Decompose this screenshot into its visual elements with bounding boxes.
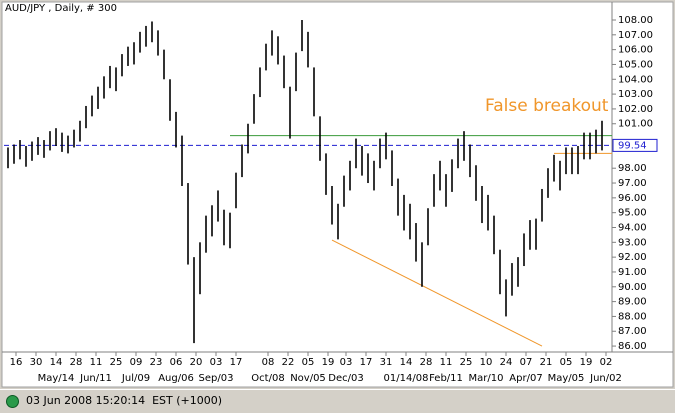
x-tick-label: 19 xyxy=(322,357,335,368)
x-tick-label: 09 xyxy=(130,357,143,368)
y-tick-label: 98.00 xyxy=(618,163,647,174)
y-tick-label: 107.00 xyxy=(618,30,653,41)
y-tick-label: 103.00 xyxy=(618,89,653,100)
x-tick-label: 05 xyxy=(560,357,573,368)
y-tick-label: 89.00 xyxy=(618,297,647,308)
month-label: May/05 xyxy=(548,373,585,384)
x-tick-label: 31 xyxy=(380,357,393,368)
x-tick-label: 03 xyxy=(340,357,353,368)
status-indicator xyxy=(6,395,19,408)
y-tick-label: 93.00 xyxy=(618,237,647,248)
x-tick-label: 03 xyxy=(210,357,223,368)
x-tick-label: 06 xyxy=(170,357,183,368)
y-tick-label: 96.00 xyxy=(618,193,647,204)
x-tick-label: 14 xyxy=(50,357,63,368)
chart: AUD/JPY , Daily, # 300 False breakout 86… xyxy=(1,1,674,388)
x-tick-label: 02 xyxy=(600,357,613,368)
y-tick-label: 92.00 xyxy=(618,252,647,263)
y-tick-label: 101.00 xyxy=(618,119,653,130)
y-tick-label: 97.00 xyxy=(618,178,647,189)
month-label: Aug/06 xyxy=(158,373,194,384)
x-tick-label: 23 xyxy=(150,357,163,368)
x-tick-label: 14 xyxy=(400,357,413,368)
month-label: Dec/03 xyxy=(328,373,363,384)
x-tick-label: 25 xyxy=(110,357,123,368)
month-label: Nov/05 xyxy=(290,373,326,384)
month-label: Mar/10 xyxy=(469,373,504,384)
x-tick-label: 21 xyxy=(540,357,553,368)
x-tick-label: 16 xyxy=(10,357,23,368)
y-tick-label: 102.00 xyxy=(618,104,653,115)
y-tick-label: 105.00 xyxy=(618,59,653,70)
y-tick-label: 87.00 xyxy=(618,326,647,337)
x-tick-label: 19 xyxy=(580,357,593,368)
x-tick-label: 17 xyxy=(360,357,373,368)
x-tick-label: 08 xyxy=(262,357,275,368)
y-tick-label: 91.00 xyxy=(618,267,647,278)
month-label: Feb/11 xyxy=(429,373,463,384)
x-tick-label: 22 xyxy=(282,357,295,368)
y-tick-label: 88.00 xyxy=(618,311,647,322)
trend-line xyxy=(331,239,543,347)
x-tick-label: 28 xyxy=(420,357,433,368)
month-label: Jun/02 xyxy=(589,373,622,384)
price-label: 99.54 xyxy=(618,140,647,151)
x-tick-label: 20 xyxy=(190,357,203,368)
x-tick-label: 28 xyxy=(70,357,83,368)
month-label: Jun/11 xyxy=(79,373,112,384)
month-label: Jul/09 xyxy=(121,373,150,384)
y-tick-label: 86.00 xyxy=(618,341,647,352)
y-tick-label: 106.00 xyxy=(618,45,653,56)
x-tick-label: 25 xyxy=(460,357,473,368)
chart-title: AUD/JPY , Daily, # 300 xyxy=(5,3,117,14)
y-tick-label: 94.00 xyxy=(618,222,647,233)
y-tick-label: 95.00 xyxy=(618,208,647,219)
month-label: Oct/08 xyxy=(251,373,284,384)
x-tick-label: 17 xyxy=(230,357,243,368)
status-bar: 03 Jun 2008 15:20:14 EST (+1000) xyxy=(0,389,675,413)
y-tick-label: 90.00 xyxy=(618,282,647,293)
x-tick-label: 24 xyxy=(500,357,513,368)
x-tick-label: 07 xyxy=(520,357,533,368)
month-label: 01/14/08 xyxy=(384,373,429,384)
annotation: False breakout xyxy=(485,96,609,116)
chart-background xyxy=(1,1,674,388)
y-tick-label: 108.00 xyxy=(618,15,653,26)
price-label-box xyxy=(612,138,658,152)
month-label: Apr/07 xyxy=(509,373,542,384)
x-tick-label: 10 xyxy=(480,357,493,368)
x-tick-label: 11 xyxy=(440,357,453,368)
month-label: Sep/03 xyxy=(199,373,234,384)
y-tick-label: 104.00 xyxy=(618,74,653,85)
x-tick-label: 30 xyxy=(30,357,43,368)
x-tick-label: 11 xyxy=(90,357,103,368)
month-label: May/14 xyxy=(38,373,75,384)
status-text: 03 Jun 2008 15:20:14 EST (+1000) xyxy=(26,394,223,407)
x-tick-label: 05 xyxy=(302,357,315,368)
